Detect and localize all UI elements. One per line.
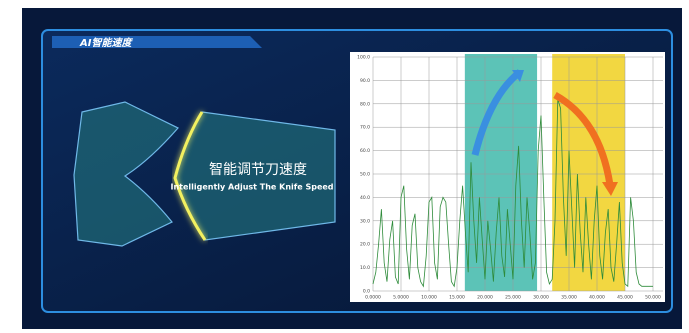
overlay-subtitle: Intelligently Adjust The Knife Speed — [170, 183, 333, 192]
x-tick-label: 20.000 — [477, 295, 493, 301]
arrow-down — [553, 91, 614, 186]
x-tick-label: 35.000 — [561, 295, 577, 301]
y-tick-label: 50.0 — [360, 172, 370, 178]
arrow-up — [471, 69, 523, 156]
x-tick-label: 30.000 — [533, 295, 549, 301]
y-tick-label: 80.0 — [360, 101, 370, 107]
y-tick-label: 100.0 — [357, 55, 370, 61]
overlay-title: 智能调节刀速度 — [209, 162, 307, 178]
y-tick-label: 20.0 — [360, 242, 370, 248]
y-tick-label: 10.0 — [360, 265, 370, 271]
x-tick-label: 15.000 — [449, 295, 465, 301]
x-tick-label: 45.000 — [617, 295, 633, 301]
x-tick-label: 10.000 — [421, 295, 437, 301]
highlight-band — [552, 54, 625, 291]
y-tick-label: 70.0 — [360, 125, 370, 131]
y-tick-label: 60.0 — [360, 148, 370, 154]
data-line — [372, 99, 653, 288]
x-tick-label: 40.000 — [589, 295, 605, 301]
x-tick-label: 50.000 — [645, 295, 661, 301]
header-title: AI智能速度 — [79, 37, 133, 49]
x-tick-label: 25.000 — [505, 295, 521, 301]
y-tick-label: 30.0 — [360, 218, 370, 224]
x-tick-label: 0.0000 — [365, 295, 381, 301]
arrow-up-head — [512, 70, 524, 82]
arrow-down-head — [602, 182, 618, 196]
pattern-left — [73, 101, 179, 247]
x-tick-label: 5.0000 — [393, 295, 409, 301]
y-tick-label: 90.0 — [360, 78, 370, 84]
cut-curve — [173, 111, 207, 241]
header-bar — [52, 36, 262, 48]
y-tick-label: 0.0 — [363, 289, 370, 295]
y-tick-label: 40.0 — [360, 195, 370, 201]
